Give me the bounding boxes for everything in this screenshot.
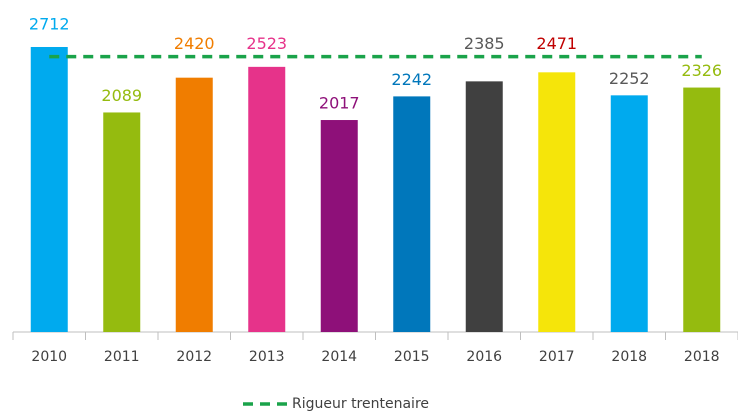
x-tick-label: 2017 xyxy=(539,349,575,365)
x-tick-label: 2010 xyxy=(31,349,67,365)
x-tick-label: 2018 xyxy=(611,349,647,365)
bar xyxy=(30,46,68,332)
bar xyxy=(175,77,213,333)
value-label: 2326 xyxy=(681,61,722,80)
x-tick-label: 2011 xyxy=(104,349,140,365)
value-label: 2471 xyxy=(536,34,577,53)
x-tick-label: 2013 xyxy=(249,349,285,365)
legend-label: Rigueur trentenaire xyxy=(292,396,429,412)
value-label: 2712 xyxy=(29,14,70,33)
value-label: 2089 xyxy=(101,86,142,105)
value-label: 2252 xyxy=(609,69,650,88)
bar xyxy=(320,120,358,332)
value-label: 2420 xyxy=(174,34,215,53)
x-tick-label: 2018 xyxy=(684,349,720,365)
value-label: 2242 xyxy=(391,70,432,89)
value-label: 2385 xyxy=(464,34,505,53)
bar xyxy=(538,72,576,332)
bar xyxy=(248,66,286,332)
bar xyxy=(103,112,141,332)
bar xyxy=(465,81,503,332)
value-label: 2523 xyxy=(246,34,287,53)
x-tick-label: 2014 xyxy=(321,349,357,365)
x-tick-label: 2012 xyxy=(176,349,212,365)
bar xyxy=(393,96,431,332)
x-tick-label: 2015 xyxy=(394,349,430,365)
bar xyxy=(610,95,648,333)
value-label: 2017 xyxy=(319,94,360,113)
x-tick-label: 2016 xyxy=(466,349,502,365)
bar xyxy=(683,87,721,332)
